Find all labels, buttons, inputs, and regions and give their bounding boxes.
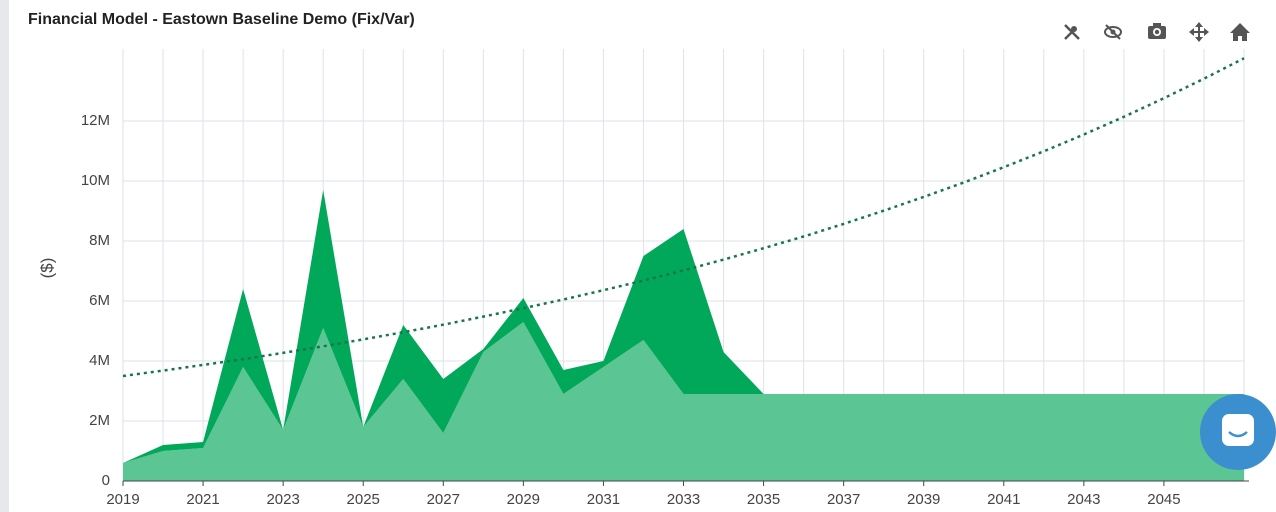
x-tick-label: 2045	[1147, 491, 1180, 508]
area	[123, 322, 1244, 481]
x-tick-label: 2029	[507, 491, 540, 508]
x-tick-label: 2035	[747, 491, 780, 508]
chart-title: Financial Model - Eastown Baseline Demo …	[28, 11, 415, 28]
toggle-spikelines-button[interactable]	[1104, 24, 1122, 40]
x-tick-label: 2037	[827, 491, 860, 508]
y-tick-label: 0	[102, 472, 110, 489]
x-tick-label: 2041	[987, 491, 1020, 508]
x-tick-label: 2039	[907, 491, 940, 508]
y-tick-label: 4M	[89, 352, 110, 369]
y-tick-label: 6M	[89, 292, 110, 309]
y-axis-label: ($)	[37, 258, 56, 279]
y-tick-label: 8M	[89, 232, 110, 249]
pan-button[interactable]	[1189, 22, 1209, 42]
reset-axes-button[interactable]	[1230, 23, 1250, 41]
download-button[interactable]	[1148, 23, 1166, 39]
chat-launcher[interactable]	[1200, 394, 1276, 470]
x-tick-label: 2021	[186, 491, 219, 508]
y-tick-label: 10M	[81, 172, 110, 189]
modebar	[1064, 22, 1250, 42]
side-strip	[0, 0, 9, 512]
area	[123, 190, 1244, 463]
x-tick-label: 2043	[1067, 491, 1100, 508]
x-tick-label: 2025	[347, 491, 380, 508]
x-tick-label: 2027	[427, 491, 460, 508]
y-tick-label: 2M	[89, 412, 110, 429]
x-tick-label: 2033	[667, 491, 700, 508]
y-tick-label: 12M	[81, 112, 110, 129]
autoscale-button[interactable]	[1064, 24, 1080, 40]
x-tick-label: 2023	[266, 491, 299, 508]
plot-area	[122, 57, 1245, 481]
x-tick-label: 2031	[587, 491, 620, 508]
x-tick-label: 2019	[106, 491, 139, 508]
